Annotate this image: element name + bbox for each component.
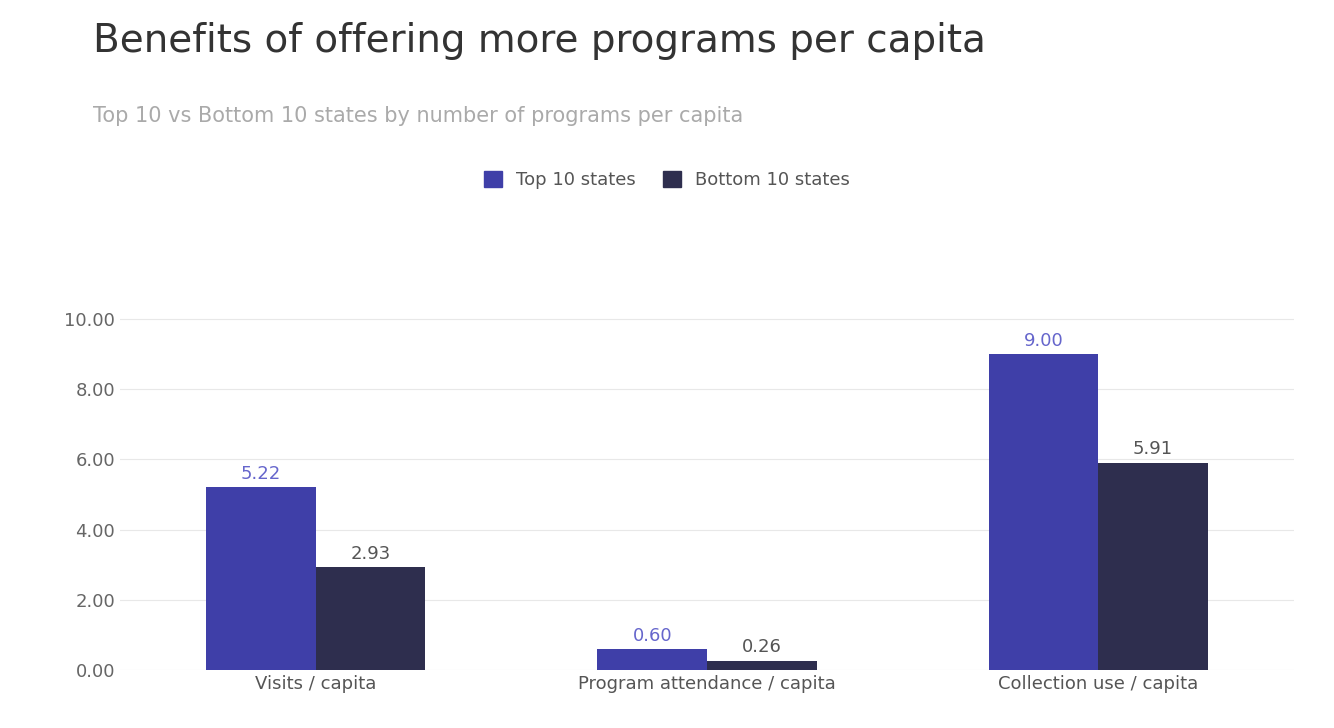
Bar	[988, 355, 1098, 670]
Bar	[207, 487, 316, 670]
Text: 5.22: 5.22	[241, 464, 281, 483]
Text: 0.60: 0.60	[632, 627, 672, 644]
Bar	[316, 567, 426, 670]
Text: Benefits of offering more programs per capita: Benefits of offering more programs per c…	[93, 22, 986, 60]
Bar	[707, 660, 816, 670]
Text: 0.26: 0.26	[742, 638, 782, 657]
Text: Top 10 vs Bottom 10 states by number of programs per capita: Top 10 vs Bottom 10 states by number of …	[93, 106, 743, 125]
Text: 5.91: 5.91	[1133, 440, 1173, 459]
Legend: Top 10 states, Bottom 10 states: Top 10 states, Bottom 10 states	[475, 162, 859, 198]
Text: 2.93: 2.93	[351, 545, 391, 563]
Bar	[598, 649, 707, 670]
Bar	[1098, 462, 1207, 670]
Text: 9.00: 9.00	[1023, 332, 1063, 350]
